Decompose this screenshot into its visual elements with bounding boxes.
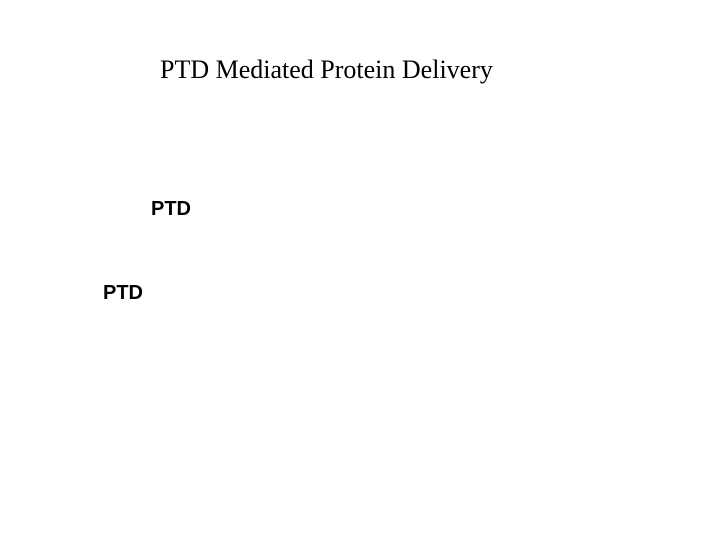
ptd-label-1: PTD [151, 198, 191, 221]
page-title: PTD Mediated Protein Delivery [160, 55, 493, 85]
ptd-label-2: PTD [103, 282, 143, 305]
